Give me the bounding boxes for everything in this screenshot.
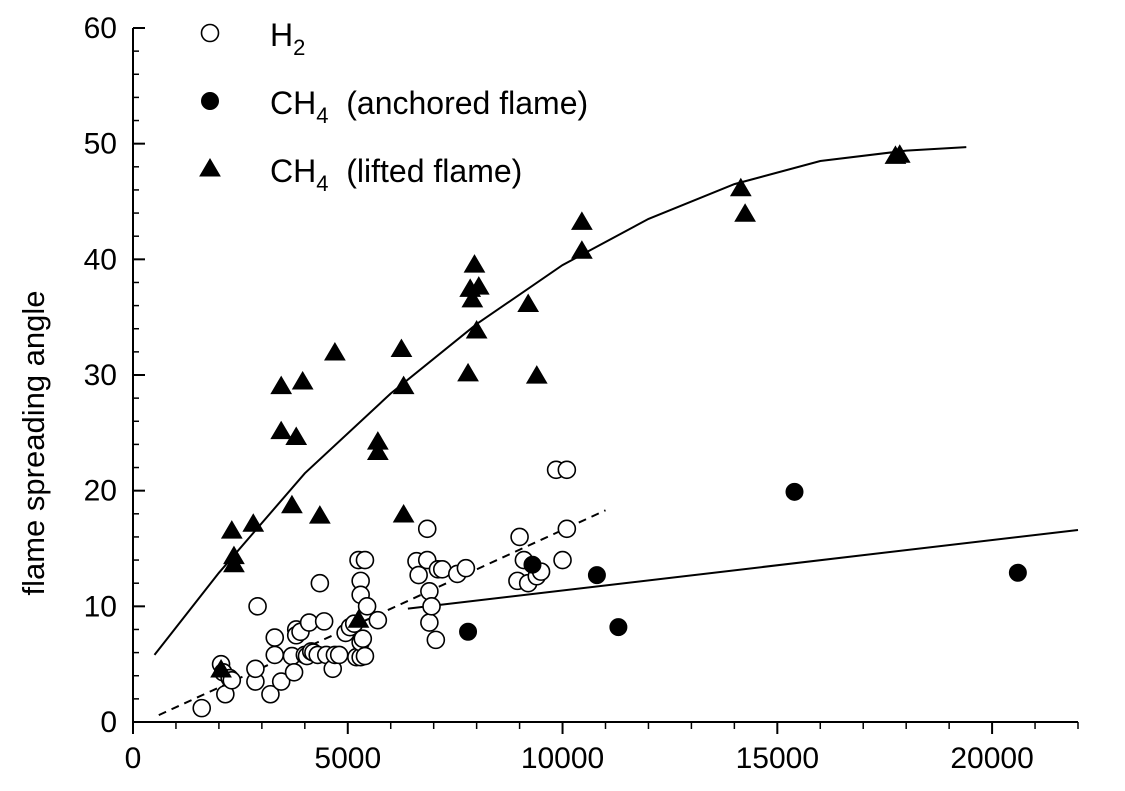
data-point [420,581,439,601]
data-point [355,550,375,570]
x-tick-label: 10000 [521,742,604,775]
data-point [409,565,428,585]
data-point [310,573,330,593]
y-tick-label: 30 [84,359,117,392]
data-point [248,597,267,616]
fit-line [153,146,967,656]
data-point [261,684,280,704]
data-point [265,645,285,665]
data-point [390,338,413,358]
x-tick-label: 20000 [950,742,1033,775]
data-points [192,144,1027,718]
data-point [270,375,293,395]
legend-label: CH4 (anchored flame) [270,85,588,128]
data-point [426,630,446,650]
fit-line [407,529,1079,610]
data-point [571,211,593,230]
legend-marker [199,158,221,177]
y-axis-label: flame spreading angle [16,290,51,595]
data-point [888,144,911,163]
data-point [284,662,304,682]
data-point [525,365,548,384]
data-point [271,672,291,691]
legend-marker [200,23,220,43]
y-tick-label: 40 [84,243,117,276]
series-filled-circle [459,482,1027,641]
data-point [242,513,265,532]
data-point [246,659,265,679]
y-axis-label-group: flame spreading angle [16,290,51,595]
series-filled-triangle [210,144,911,678]
y-tick-label: 10 [84,590,117,623]
data-point [223,553,245,573]
data-point [329,645,349,665]
data-point [609,618,628,637]
legend-item: H2 [200,17,305,60]
data-point [557,519,577,539]
x-tick-label: 15000 [736,742,819,775]
x-tick-label: 0 [125,742,142,775]
data-point [553,550,572,570]
data-point [347,609,370,628]
data-point [270,420,293,440]
data-point [368,610,388,630]
y-tick-label: 0 [100,706,117,739]
axes: 0 10 20 30 40 50 60 0 5000 10000 15000 20000 [84,12,1079,775]
legend-label: CH4 (lifted flame) [270,153,522,196]
data-point [314,612,334,631]
data-point [417,519,437,539]
data-point [392,375,415,395]
legend-item: CH4 (anchored flame) [201,85,588,128]
data-point [281,494,303,514]
y-tick-label: 60 [84,12,117,45]
data-point [571,240,593,259]
data-point [210,658,232,678]
data-point [324,342,346,361]
data-point [355,646,375,666]
y-tick-label: 20 [84,475,117,508]
y-tick-label: 50 [84,128,117,161]
data-point [366,441,389,460]
data-point [463,254,486,273]
data-point [465,320,488,339]
data-point [285,426,308,445]
data-point [422,597,441,616]
data-point [557,460,577,480]
data-point [265,628,285,647]
data-point [587,566,606,585]
legend: H2 CH4 (anchored flame) CH4 (lifted flame) [199,17,588,196]
data-point [457,362,479,382]
data-point [785,482,804,501]
data-point [517,293,540,312]
data-point [734,203,756,222]
data-point [1008,563,1027,582]
data-point [456,558,476,578]
data-point [459,622,478,641]
data-point [192,698,212,718]
data-point [353,629,373,649]
legend-marker [201,92,219,110]
data-point [461,288,484,308]
data-point [291,370,314,390]
legend-item: CH4 (lifted flame) [199,153,522,196]
data-point [392,503,415,523]
series-open-circle [192,460,577,718]
data-point [357,597,377,616]
data-point [729,177,752,197]
legend-label: H2 [270,17,305,60]
data-point [467,276,490,295]
data-point [510,527,529,547]
x-tick-label: 5000 [314,742,381,775]
data-point [523,555,542,574]
data-point [220,520,243,539]
data-point [420,613,439,632]
data-point [308,505,331,524]
